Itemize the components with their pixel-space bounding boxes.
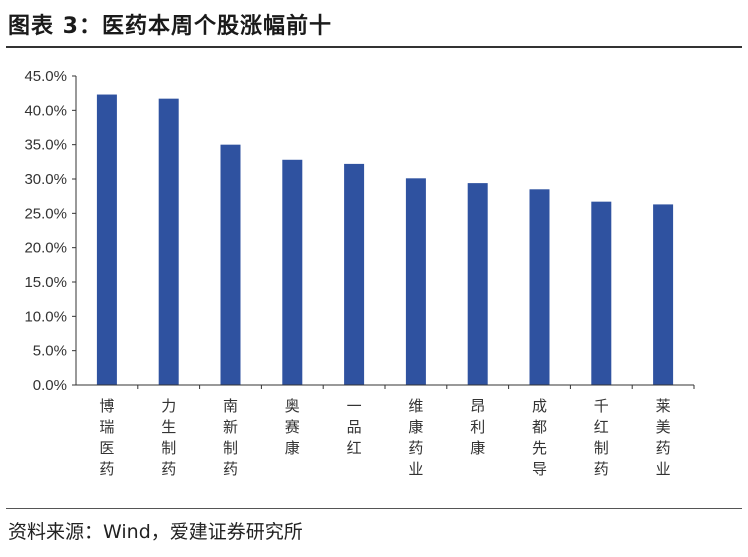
bar — [467, 183, 488, 385]
y-axis-ticks: 0.0% 5.0% 10.0% 15.0% 20.0% 25.0% 30.0% 35.0% 40… — [24, 68, 76, 394]
page-title: 图表 3：医药本周个股涨幅前十 — [8, 14, 332, 39]
x-category-label: 一品红 — [347, 397, 362, 457]
x-axis-labels: 博瑞医药 力生制药 南新制药 奥赛康 一品红 维康药业 昂利康 成都先导 千红制药 莱美药业 — [99, 385, 695, 478]
y-tick-label: 30.0% — [24, 171, 67, 188]
bar — [653, 204, 674, 385]
bar — [405, 178, 426, 385]
x-category-label: 成都先导 — [532, 397, 547, 478]
x-category-label: 千红制药 — [594, 397, 609, 478]
bar — [220, 144, 241, 385]
y-tick-label: 5.0% — [33, 343, 67, 360]
y-tick-label: 20.0% — [24, 240, 67, 257]
bars — [96, 94, 674, 385]
y-tick-label: 25.0% — [24, 205, 67, 222]
bar — [96, 94, 117, 385]
bar — [282, 159, 303, 385]
x-category-label: 南新制药 — [223, 397, 238, 478]
title-divider — [6, 46, 742, 48]
y-tick-label: 10.0% — [24, 308, 67, 325]
y-tick-label: 40.0% — [24, 102, 67, 119]
source-note: 资料来源：Wind，爱建证券研究所 — [8, 521, 303, 543]
bar — [158, 98, 179, 385]
x-category-label: 莱美药业 — [656, 397, 671, 478]
y-tick-label: 35.0% — [24, 137, 67, 154]
bar — [344, 163, 365, 385]
x-category-label: 博瑞医药 — [99, 397, 114, 478]
y-tick-label: 0.0% — [33, 377, 67, 394]
x-category-label: 力生制药 — [161, 397, 176, 478]
y-tick-label: 45.0% — [24, 68, 67, 85]
y-tick-label: 15.0% — [24, 274, 67, 291]
bar — [529, 189, 550, 385]
x-category-label: 维康药业 — [408, 397, 423, 478]
bar — [591, 201, 612, 385]
x-category-label: 昂利康 — [470, 397, 485, 457]
x-category-label: 奥赛康 — [285, 397, 300, 457]
footer-divider — [6, 508, 742, 509]
